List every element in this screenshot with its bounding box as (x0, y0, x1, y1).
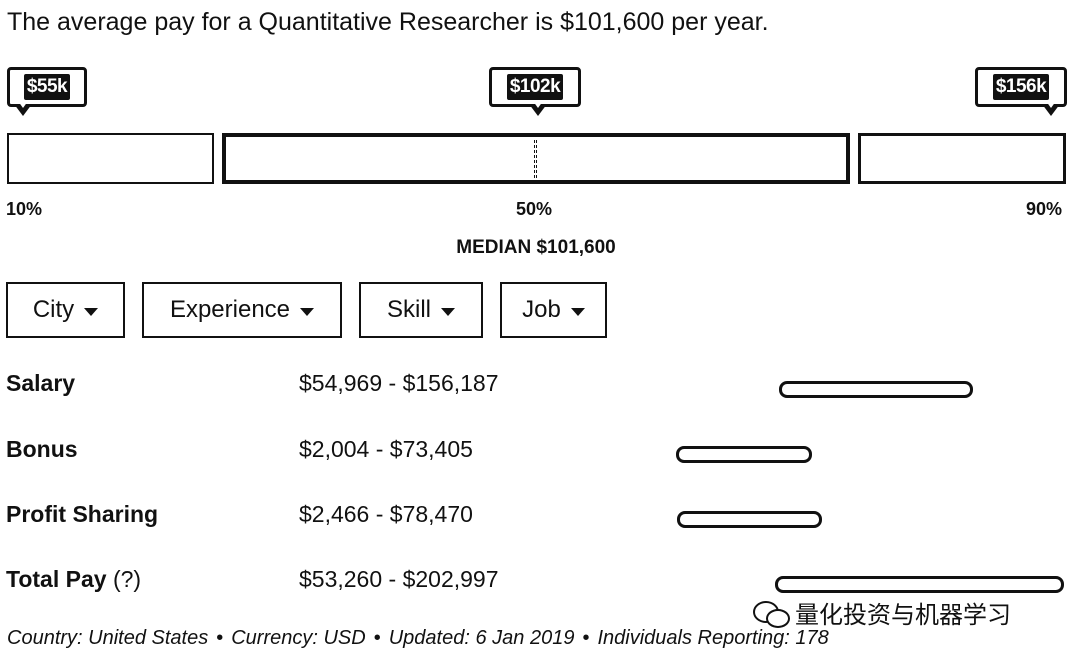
filter-city-label: City (32, 296, 75, 323)
footer-separator: • (373, 627, 381, 649)
row-profit-sharing-range: $2,466 - $78,470 (299, 501, 473, 527)
help-icon[interactable]: (?) (112, 566, 142, 592)
median-line (534, 140, 537, 178)
marker-90th-percentile: $156k (975, 67, 1067, 116)
median-label: MEDIAN $101,600 (456, 237, 616, 258)
row-bonus-label: Bonus (6, 436, 78, 462)
row-salary-label: Salary (6, 370, 76, 396)
row-profit-sharing-label: Profit Sharing (6, 501, 159, 527)
row-salary-range: $54,969 - $156,187 (299, 370, 499, 396)
row-total-pay-bar (775, 576, 1064, 593)
row-bonus-bar (676, 446, 812, 463)
marker-10th-percentile: $55k (7, 67, 87, 116)
marker-pointer-icon (529, 101, 547, 116)
percentile-50-label: 50% (516, 199, 553, 219)
marker-median-value: $102k (506, 74, 564, 100)
range-segment-low (7, 133, 214, 184)
footer-separator: • (582, 627, 590, 649)
page-headline: The average pay for a Quantitative Resea… (7, 8, 769, 36)
marker-median: $102k (489, 67, 581, 116)
row-total-pay-label: Total Pay (?) (6, 566, 141, 593)
marker-pointer-icon (14, 101, 32, 116)
filter-city-button[interactable]: City (6, 282, 125, 338)
caret-down-icon (300, 307, 315, 316)
row-salary-bar (779, 381, 973, 398)
filter-job-button[interactable]: Job (500, 282, 607, 338)
percentile-90-label: 90% (1026, 199, 1063, 219)
filter-skill-label: Skill (386, 296, 431, 323)
watermark: 量化投资与机器学习 (753, 595, 1011, 630)
filter-job-label: Job (522, 296, 561, 323)
footer-separator: • (216, 627, 224, 649)
footer-currency: Currency: USD (231, 627, 366, 649)
footer-country: Country: United States (7, 627, 209, 649)
row-total-pay-range: $53,260 - $202,997 (299, 566, 499, 592)
row-bonus-range: $2,004 - $73,405 (299, 436, 473, 462)
caret-down-icon (570, 307, 585, 316)
percentile-10-label: 10% (6, 199, 43, 219)
marker-low-value: $55k (23, 74, 71, 100)
filter-skill-button[interactable]: Skill (359, 282, 483, 338)
row-profit-sharing-bar (677, 511, 822, 528)
footer-individuals: Individuals Reporting: 178 (597, 627, 829, 649)
filter-experience-button[interactable]: Experience (142, 282, 342, 338)
range-segment-high (858, 133, 1066, 184)
footer-meta: Country: United States • Currency: USD • Upd… (7, 627, 829, 650)
watermark-text: 量化投资与机器学习 (795, 602, 1011, 629)
caret-down-icon (84, 307, 99, 316)
marker-high-value: $156k (992, 74, 1050, 100)
filter-experience-label: Experience (169, 296, 291, 323)
footer-updated: Updated: 6 Jan 2019 (388, 627, 575, 649)
caret-down-icon (441, 307, 455, 316)
row-total-pay-text: Total Pay (6, 566, 107, 592)
wechat-icon (753, 599, 790, 628)
marker-pointer-icon (1042, 101, 1060, 116)
